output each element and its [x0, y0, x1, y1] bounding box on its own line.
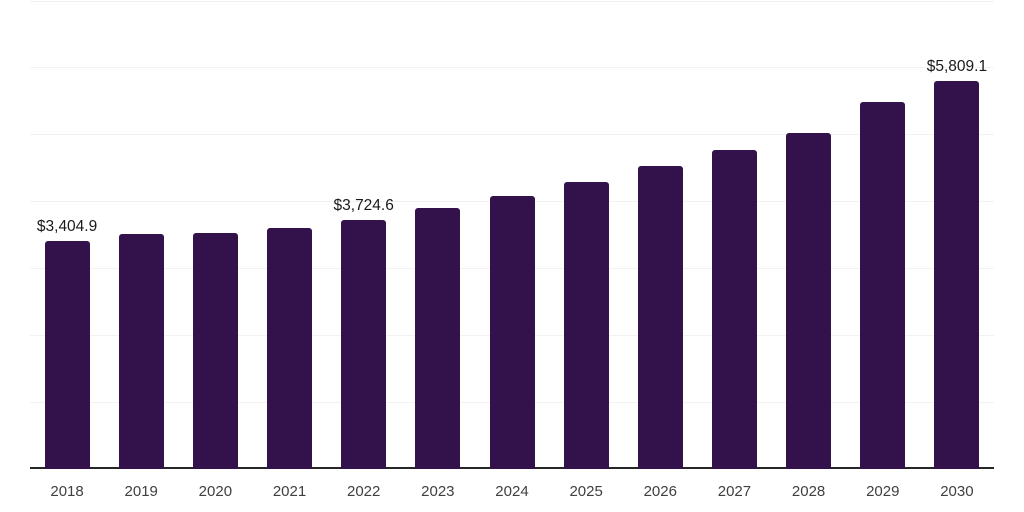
bar-2029	[860, 101, 906, 469]
bar-2021	[267, 227, 313, 469]
bar-2023	[415, 208, 461, 469]
bar-2028	[786, 132, 832, 469]
bar-2020	[192, 233, 238, 469]
x-tick-2021: 2021	[272, 483, 307, 500]
x-tick-2018: 2018	[50, 483, 84, 500]
bar-2024	[489, 196, 535, 469]
gridline	[30, 134, 994, 136]
bar-2026	[637, 165, 683, 469]
gridline	[30, 67, 994, 69]
bar-2025	[563, 181, 609, 469]
bar-2019	[118, 233, 164, 469]
x-tick-2023: 2023	[421, 483, 455, 500]
bar-2018	[44, 241, 90, 469]
bar-2030	[934, 80, 980, 469]
gridline	[30, 0, 994, 2]
value-label-2030: $5,809.1	[926, 57, 988, 75]
bar-2027	[711, 149, 757, 469]
value-label-2022: $3,724.6	[333, 196, 394, 214]
x-tick-2029: 2029	[866, 483, 900, 500]
x-tick-2025: 2025	[569, 483, 603, 500]
x-tick-2024: 2024	[495, 483, 529, 500]
x-tick-2022: 2022	[346, 483, 381, 500]
x-tick-2027: 2027	[717, 483, 752, 500]
x-tick-2030: 2030	[940, 483, 974, 500]
x-tick-2028: 2028	[791, 483, 826, 500]
plot-area	[30, 0, 994, 469]
x-tick-2026: 2026	[643, 483, 677, 500]
x-tick-2019: 2019	[124, 483, 158, 500]
value-label-2018: $3,404.9	[36, 218, 98, 236]
bar-2022	[341, 219, 387, 469]
x-tick-2020: 2020	[198, 483, 233, 500]
